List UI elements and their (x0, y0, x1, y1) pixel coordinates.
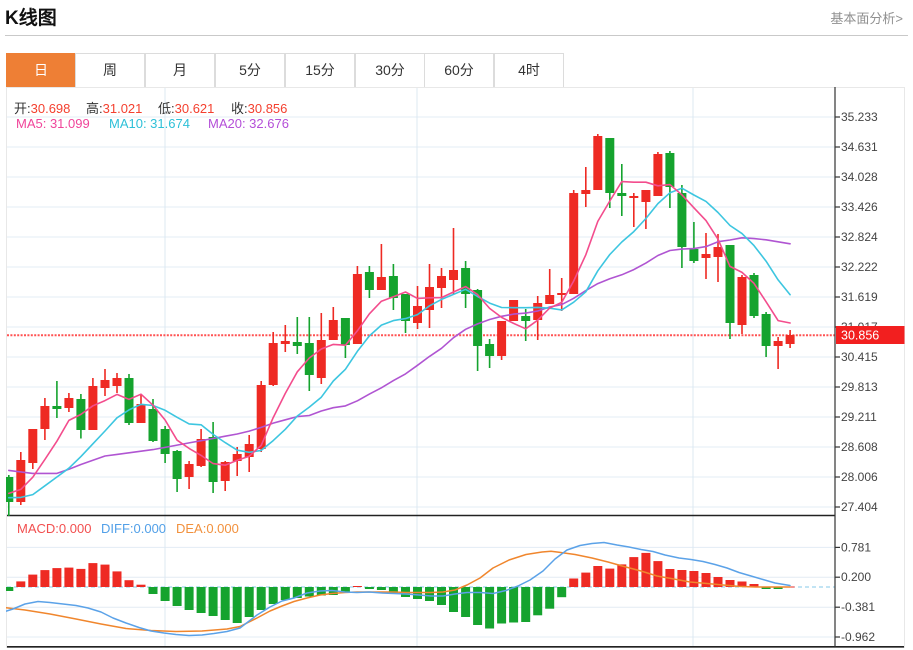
svg-text:-0.381: -0.381 (841, 600, 875, 614)
svg-text:30.415: 30.415 (841, 350, 878, 364)
svg-text:34.028: 34.028 (841, 170, 878, 184)
svg-text:32.222: 32.222 (841, 260, 878, 274)
svg-text:0.781: 0.781 (841, 540, 871, 554)
svg-text:31.619: 31.619 (841, 290, 878, 304)
svg-text:30.856: 30.856 (841, 329, 879, 343)
svg-text:34.631: 34.631 (841, 140, 878, 154)
svg-text:28.006: 28.006 (841, 470, 878, 484)
svg-text:29.211: 29.211 (841, 410, 877, 424)
svg-text:33.426: 33.426 (841, 200, 878, 214)
svg-text:-0.962: -0.962 (841, 630, 875, 644)
svg-text:27.404: 27.404 (841, 500, 878, 514)
svg-text:0.200: 0.200 (841, 570, 871, 584)
svg-text:29.813: 29.813 (841, 380, 878, 394)
svg-text:35.233: 35.233 (841, 110, 878, 124)
svg-text:28.608: 28.608 (841, 440, 878, 454)
svg-text:32.824: 32.824 (841, 230, 878, 244)
